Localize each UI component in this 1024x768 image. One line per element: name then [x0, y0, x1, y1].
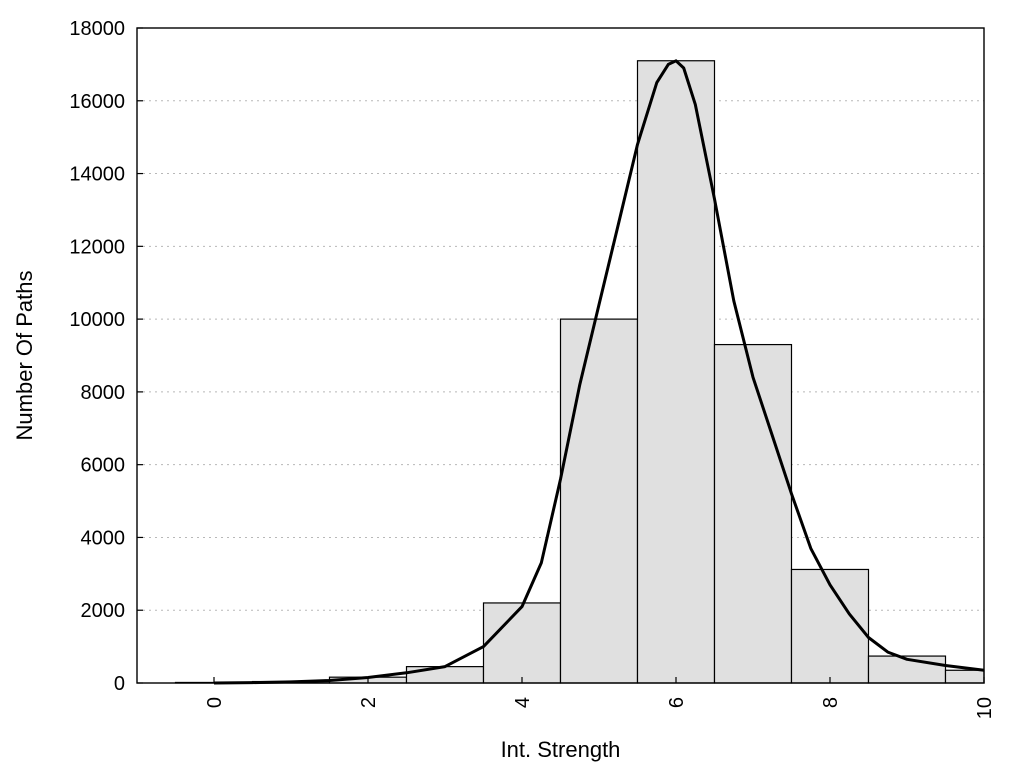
plot-frame	[136, 27, 985, 684]
x-tick-label: 6	[666, 697, 688, 708]
histogram-bar	[559, 318, 639, 684]
y-tick-label: 6000	[81, 455, 126, 477]
x-tick-label: 2	[358, 697, 380, 708]
x-axis: 0 2 4 6 8 10	[204, 677, 996, 719]
y-tick-label: 8000	[81, 382, 126, 404]
y-tick-label: 18000	[69, 18, 125, 40]
histogram-bars	[174, 60, 985, 684]
histogram-bar	[482, 602, 562, 684]
x-tick-label: 0	[204, 697, 226, 708]
x-tick-label: 10	[974, 697, 996, 719]
y-tick-label: 16000	[69, 91, 125, 113]
y-tick-label: 4000	[81, 527, 126, 549]
y-tick-label: 2000	[81, 600, 126, 622]
x-axis-title: Int. Strength	[501, 737, 621, 762]
histogram-bar	[713, 343, 793, 684]
y-tick-label: 10000	[69, 309, 125, 331]
histogram-bar	[636, 60, 716, 684]
fit-curve-line	[213, 59, 985, 685]
histogram-bar	[405, 666, 485, 684]
x-tick-label: 8	[820, 697, 842, 708]
y-axis-title: Number Of Paths	[12, 271, 37, 441]
histogram-bar	[790, 568, 870, 684]
x-tick-label: 4	[512, 697, 534, 708]
histogram-bar	[944, 669, 985, 684]
fit-curve	[213, 59, 985, 685]
y-tick-label: 0	[114, 673, 125, 695]
y-tick-label: 14000	[69, 164, 125, 186]
y-tick-label: 12000	[69, 236, 125, 258]
y-axis: 0 2000 4000 6000 8000 10000 12000 14000 16000 180…	[69, 18, 143, 695]
